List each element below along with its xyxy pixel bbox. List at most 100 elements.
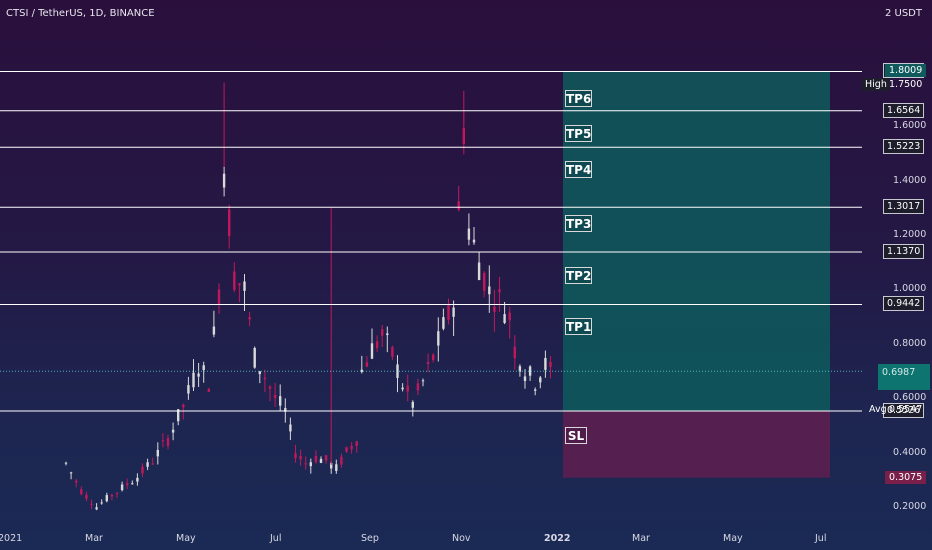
candle-body (187, 385, 190, 394)
candle-body (95, 507, 98, 510)
candle-body (508, 312, 511, 321)
candle-body (156, 449, 159, 457)
candle-body (166, 438, 170, 446)
candle-body (202, 365, 205, 371)
candle-body (386, 333, 389, 336)
target-label[interactable]: TP2 (565, 266, 592, 284)
candle-body (273, 394, 277, 399)
candle-body (258, 371, 261, 375)
x-tick-label: May (723, 533, 743, 544)
candle-body (69, 472, 73, 474)
profit-zone (563, 71, 830, 411)
x-tick-label: Jul (815, 533, 827, 544)
target-label[interactable]: TP6 (565, 89, 592, 107)
candle-body (151, 463, 154, 465)
target-label[interactable]: TP5 (565, 125, 592, 143)
candle-body (528, 366, 532, 376)
candles (64, 82, 552, 511)
y-tick-label: 0.8000 (893, 337, 927, 349)
price-tag: High (862, 78, 890, 92)
candle-body (437, 331, 440, 346)
candle-body (212, 326, 216, 335)
candle-body (126, 483, 129, 486)
loss-zone (563, 410, 830, 478)
candle-body (299, 456, 302, 460)
candle-body (304, 463, 307, 465)
candle-body (467, 228, 471, 240)
candle-body (493, 306, 496, 312)
candle-body (222, 173, 226, 188)
candle-body (381, 329, 384, 336)
candle-body (136, 477, 139, 482)
x-tick-label: Mar (632, 533, 650, 544)
target-label[interactable]: SL (565, 427, 587, 445)
candle-body (534, 389, 537, 391)
candle-body (335, 464, 338, 471)
level-price-badge: 1.5223 (883, 139, 925, 155)
level-price-badge: 1.3017 (883, 199, 925, 215)
candle-body (457, 201, 460, 210)
candle-body (401, 387, 404, 390)
x-tick-label: Mar (85, 533, 103, 544)
candle-body (539, 377, 542, 383)
candle-body (518, 366, 522, 372)
candle-body (365, 362, 369, 367)
candle-body (462, 128, 465, 145)
candle-body (350, 445, 353, 450)
target-label[interactable]: TP1 (565, 318, 592, 336)
price-badge: 0.6987 (878, 364, 930, 391)
price-badge: 0.3075 (885, 470, 927, 484)
candle-body (406, 385, 409, 392)
candle-body (498, 289, 501, 293)
y-tick-label: 1.0000 (893, 283, 927, 295)
candle-body (360, 369, 363, 372)
candle-body (197, 373, 200, 377)
candle-body (503, 314, 506, 323)
candle-body (64, 462, 68, 464)
candle-body (131, 483, 134, 485)
candle-body (452, 307, 455, 317)
y-tick-label: 0.4000 (893, 446, 927, 458)
candle-body (549, 361, 552, 367)
candle-body (80, 489, 83, 495)
candle-body (309, 462, 312, 467)
candle-body (253, 347, 256, 368)
y-tick-label: 0.2000 (893, 500, 927, 512)
candle-body (268, 386, 272, 389)
candle-body (416, 383, 420, 391)
x-tick-label: Sep (361, 533, 379, 544)
x-tick-label: 2022 (544, 533, 571, 544)
candle-body (472, 239, 476, 243)
candle-body (279, 396, 282, 406)
candle-body (355, 441, 358, 446)
candle-body (207, 388, 210, 392)
candle-body (340, 456, 343, 465)
candle-body (110, 494, 114, 497)
candle-body (314, 455, 318, 463)
candle-body (411, 401, 414, 408)
candle-body (447, 303, 450, 320)
candle-body (289, 424, 292, 432)
candle-body (442, 317, 445, 329)
candle-body (115, 492, 119, 494)
candle-body (120, 484, 124, 491)
candle-body (238, 283, 241, 286)
level-price-badge: 1.6564 (883, 102, 925, 118)
candle-body (233, 271, 236, 290)
y-tick-label: 1.4000 (893, 174, 927, 186)
candle-body (85, 494, 88, 499)
level-price-badge: 0.5526 (883, 402, 925, 418)
x-tick-label: May (176, 533, 196, 544)
target-label[interactable]: TP4 (565, 160, 592, 178)
candle-body (105, 495, 108, 502)
candle-body (177, 409, 180, 422)
candle-body (477, 262, 481, 281)
candle-body (75, 480, 78, 483)
target-label[interactable]: TP3 (565, 215, 592, 233)
y-tick-label: 1.2000 (893, 228, 927, 240)
candle-body (243, 281, 246, 291)
candle-body (217, 289, 221, 304)
candle-body (421, 380, 425, 382)
unit-label: 2 USDT (884, 8, 922, 19)
